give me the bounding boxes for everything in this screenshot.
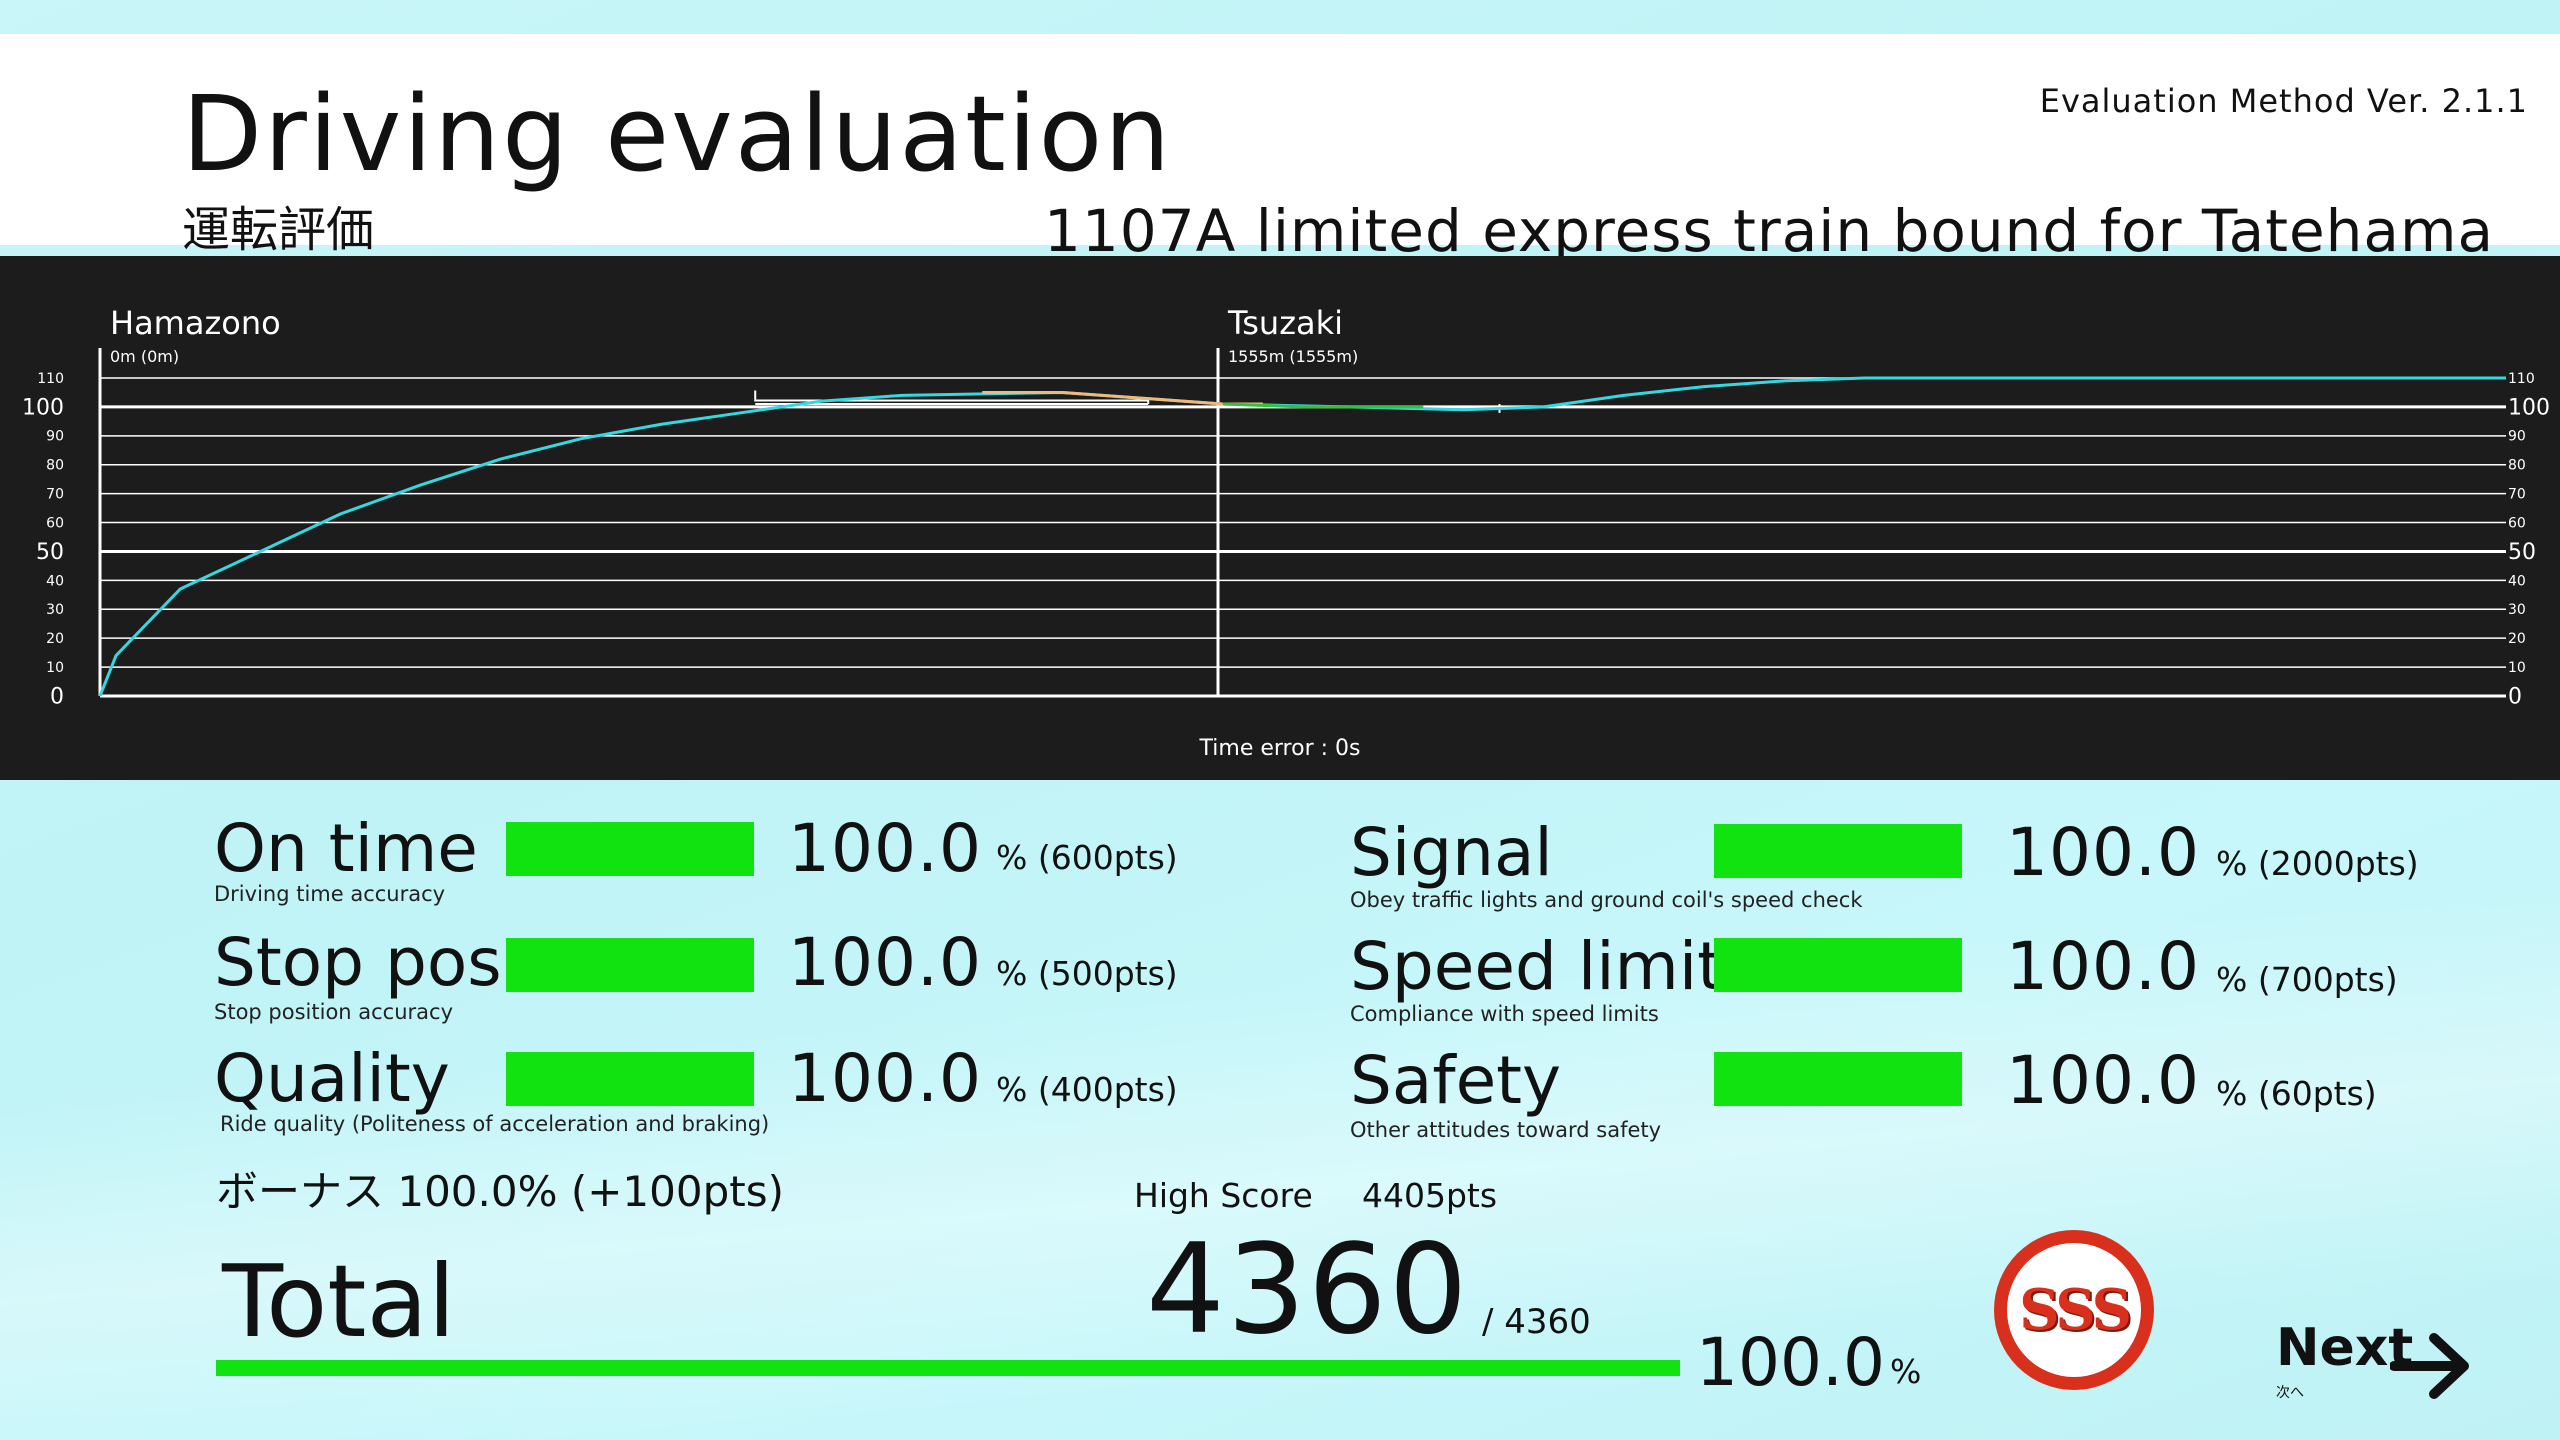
score-pts-quality: % (400pts) bbox=[996, 1070, 1178, 1109]
next-sub-label: 次へ bbox=[2276, 1385, 2304, 1401]
speed-series-line bbox=[98, 376, 2506, 697]
speed-chart-panel: 100 100 50 50 0 0 110 110 90 90 80 80 70 70 60 60 40 40 30… bbox=[0, 256, 2560, 780]
high-score-value: 4405pts bbox=[1362, 1176, 1498, 1215]
score-bar-safety bbox=[1714, 1052, 1962, 1106]
score-sub-stop-pos: Stop position accuracy bbox=[214, 1000, 454, 1024]
score-label-stop-pos: Stop pos. bbox=[214, 924, 523, 1001]
y-tick-label-left: 90 bbox=[46, 429, 64, 445]
score-pts-stop-pos: % (500pts) bbox=[996, 954, 1178, 993]
total-max: / 4360 bbox=[1482, 1302, 1591, 1342]
y-tick-label-right: 70 bbox=[2508, 487, 2526, 503]
rank-badge: SSS bbox=[1994, 1230, 2154, 1390]
score-label-safety: Safety bbox=[1350, 1042, 1562, 1119]
y-tick-label-left: 100 bbox=[22, 396, 64, 421]
speed-series-line bbox=[1222, 402, 1424, 409]
station-name: Hamazono bbox=[110, 304, 281, 342]
score-sub-on-time: Driving time accuracy bbox=[214, 882, 446, 906]
score-sub-safety: Other attitudes toward safety bbox=[1350, 1118, 1662, 1142]
score-bar-stop-pos bbox=[506, 938, 754, 992]
y-tick-label-right: 20 bbox=[2508, 631, 2526, 647]
score-sub-speed-limit: Compliance with speed limits bbox=[1350, 1002, 1659, 1026]
score-sub-quality: Ride quality (Politeness of acceleration… bbox=[220, 1112, 770, 1136]
y-tick-label-right: 100 bbox=[2508, 396, 2550, 421]
y-tick-label-left: 70 bbox=[46, 487, 64, 503]
total-percent-unit: % bbox=[1890, 1352, 1922, 1391]
y-tick-label-left: 40 bbox=[46, 573, 64, 589]
y-tick-label-left: 50 bbox=[36, 540, 64, 565]
y-tick-label-right: 40 bbox=[2508, 573, 2526, 589]
score-bar-quality bbox=[506, 1052, 754, 1106]
y-tick-label-left: 110 bbox=[37, 371, 64, 387]
score-bar-signal bbox=[1714, 824, 1962, 878]
score-value-safety: 100.0 bbox=[2006, 1042, 2200, 1119]
station-name: Tsuzaki bbox=[1227, 304, 1343, 342]
score-value-quality: 100.0 bbox=[788, 1040, 982, 1117]
y-tick-label-left: 20 bbox=[46, 631, 64, 647]
total-score: 4360 bbox=[1146, 1218, 1470, 1362]
bonus-text: ボーナス 100.0% (+100pts) bbox=[216, 1167, 784, 1216]
train-description: 1107A limited express train bound for Ta… bbox=[1043, 197, 2494, 265]
score-value-stop-pos: 100.0 bbox=[788, 924, 982, 1001]
score-pts-on-time: % (600pts) bbox=[996, 838, 1178, 877]
y-tick-label-left: 80 bbox=[46, 458, 64, 474]
y-tick-label-right: 90 bbox=[2508, 429, 2526, 445]
speed-limit-box bbox=[754, 390, 1150, 405]
score-pts-signal: % (2000pts) bbox=[2216, 844, 2419, 883]
header: Driving evaluation 運転評価 Evaluation Metho… bbox=[0, 34, 2560, 260]
arrow-right-icon bbox=[2390, 1333, 2469, 1399]
y-tick-label-right: 110 bbox=[2508, 371, 2535, 387]
score-label-speed-limit: Speed limit bbox=[1350, 928, 1724, 1005]
station-distance: 0m (0m) bbox=[110, 347, 179, 366]
y-tick-label-right: 0 bbox=[2508, 685, 2522, 710]
total-bar bbox=[216, 1360, 1680, 1376]
y-tick-label-right: 30 bbox=[2508, 602, 2526, 618]
score-value-on-time: 100.0 bbox=[788, 810, 982, 887]
evaluation-method-version: Evaluation Method Ver. 2.1.1 bbox=[2039, 82, 2528, 120]
score-value-speed-limit: 100.0 bbox=[2006, 928, 2200, 1005]
score-pts-safety: % (60pts) bbox=[2216, 1074, 2377, 1113]
score-label-quality: Quality bbox=[214, 1040, 450, 1117]
y-tick-label-right: 10 bbox=[2508, 660, 2526, 676]
score-pts-speed-limit: % (700pts) bbox=[2216, 960, 2398, 999]
page-title: Driving evaluation bbox=[182, 73, 1173, 195]
y-tick-label-left: 10 bbox=[46, 660, 64, 676]
page-subtitle-jp: 運転評価 bbox=[182, 202, 375, 258]
rank-text: SSS bbox=[2019, 1277, 2132, 1343]
score-bar-on-time bbox=[506, 822, 754, 876]
y-tick-label-left: 30 bbox=[46, 602, 64, 618]
y-tick-label-right: 50 bbox=[2508, 540, 2536, 565]
y-tick-label-right: 60 bbox=[2508, 515, 2526, 531]
score-label-on-time: On time bbox=[214, 810, 478, 887]
rank-badge-inner: SSS bbox=[2007, 1243, 2141, 1377]
y-tick-label-left: 60 bbox=[46, 515, 64, 531]
time-error: Time error : 0s bbox=[1199, 736, 1361, 761]
speed-chart: 100 100 50 50 0 0 110 110 90 90 80 80 70 70 60 60 40 40 30… bbox=[22, 304, 2550, 710]
score-bar-speed-limit bbox=[1714, 938, 1962, 992]
y-tick-label-right: 80 bbox=[2508, 458, 2526, 474]
total-label: Total bbox=[222, 1243, 456, 1360]
score-label-signal: Signal bbox=[1350, 814, 1553, 891]
y-tick-label-left: 0 bbox=[50, 685, 64, 710]
high-score-label: High Score bbox=[1134, 1176, 1313, 1215]
station-distance: 1555m (1555m) bbox=[1228, 347, 1358, 366]
score-sub-signal: Obey traffic lights and ground coil's sp… bbox=[1350, 888, 1863, 912]
total-percent: 100.0 bbox=[1696, 1324, 1885, 1401]
score-value-signal: 100.0 bbox=[2006, 814, 2200, 891]
